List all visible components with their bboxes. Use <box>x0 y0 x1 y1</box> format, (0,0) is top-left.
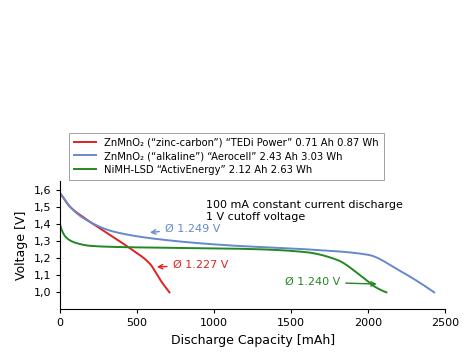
Text: Ø 1.249 V: Ø 1.249 V <box>152 223 220 234</box>
ZnMnO₂ (“alkaline”) “Aerocell” 2.43 Ah 3.03 Wh <box>57 192 63 196</box>
ZnMnO₂ (“zinc-carbon”) “TEDi Power” 0.71 Ah 0.87 Wh <box>167 290 173 295</box>
ZnMnO₂ (“alkaline”) “Aerocell” 2.43 Ah 3.03 Wh <box>284 246 290 251</box>
Text: Ø 1.227 V: Ø 1.227 V <box>158 260 228 270</box>
NiMH-LSD “ActivEnergy” 2.12 Ah 2.63 Wh <box>247 247 253 251</box>
ZnMnO₂ (“zinc-carbon”) “TEDi Power” 0.71 Ah 0.87 Wh <box>57 191 63 195</box>
Text: 100 mA constant current discharge
1 V cutoff voltage: 100 mA constant current discharge 1 V cu… <box>206 200 403 222</box>
ZnMnO₂ (“alkaline”) “Aerocell” 2.43 Ah 3.03 Wh <box>379 258 385 262</box>
ZnMnO₂ (“alkaline”) “Aerocell” 2.43 Ah 3.03 Wh <box>274 245 280 250</box>
NiMH-LSD “ActivEnergy” 2.12 Ah 2.63 Wh <box>305 250 310 254</box>
ZnMnO₂ (“zinc-carbon”) “TEDi Power” 0.71 Ah 0.87 Wh <box>127 246 133 251</box>
ZnMnO₂ (“alkaline”) “Aerocell” 2.43 Ah 3.03 Wh <box>80 216 86 220</box>
NiMH-LSD “ActivEnergy” 2.12 Ah 2.63 Wh <box>255 247 261 252</box>
NiMH-LSD “ActivEnergy” 2.12 Ah 2.63 Wh <box>338 260 344 264</box>
ZnMnO₂ (“zinc-carbon”) “TEDi Power” 0.71 Ah 0.87 Wh <box>124 244 129 248</box>
Line: ZnMnO₂ (“alkaline”) “Aerocell” 2.43 Ah 3.03 Wh: ZnMnO₂ (“alkaline”) “Aerocell” 2.43 Ah 3… <box>60 194 434 292</box>
ZnMnO₂ (“zinc-carbon”) “TEDi Power” 0.71 Ah 0.87 Wh <box>64 201 70 205</box>
Legend: ZnMnO₂ (“zinc-carbon”) “TEDi Power” 0.71 Ah 0.87 Wh, ZnMnO₂ (“alkaline”) “Aeroce: ZnMnO₂ (“zinc-carbon”) “TEDi Power” 0.71… <box>69 132 383 180</box>
ZnMnO₂ (“alkaline”) “Aerocell” 2.43 Ah 3.03 Wh <box>296 247 301 251</box>
Text: Ø 1.240 V: Ø 1.240 V <box>285 277 375 287</box>
NiMH-LSD “ActivEnergy” 2.12 Ah 2.63 Wh <box>77 242 83 246</box>
ZnMnO₂ (“zinc-carbon”) “TEDi Power” 0.71 Ah 0.87 Wh <box>121 242 127 246</box>
ZnMnO₂ (“alkaline”) “Aerocell” 2.43 Ah 3.03 Wh <box>341 250 346 254</box>
NiMH-LSD “ActivEnergy” 2.12 Ah 2.63 Wh <box>383 290 389 295</box>
X-axis label: Discharge Capacity [mAh]: Discharge Capacity [mAh] <box>171 334 335 347</box>
NiMH-LSD “ActivEnergy” 2.12 Ah 2.63 Wh <box>265 248 271 252</box>
Line: ZnMnO₂ (“zinc-carbon”) “TEDi Power” 0.71 Ah 0.87 Wh: ZnMnO₂ (“zinc-carbon”) “TEDi Power” 0.71… <box>60 193 170 292</box>
NiMH-LSD “ActivEnergy” 2.12 Ah 2.63 Wh <box>57 223 63 227</box>
ZnMnO₂ (“zinc-carbon”) “TEDi Power” 0.71 Ah 0.87 Wh <box>140 255 146 260</box>
Y-axis label: Voltage [V]: Voltage [V] <box>15 211 28 280</box>
ZnMnO₂ (“zinc-carbon”) “TEDi Power” 0.71 Ah 0.87 Wh <box>152 268 157 272</box>
Line: NiMH-LSD “ActivEnergy” 2.12 Ah 2.63 Wh: NiMH-LSD “ActivEnergy” 2.12 Ah 2.63 Wh <box>60 225 386 292</box>
ZnMnO₂ (“alkaline”) “Aerocell” 2.43 Ah 3.03 Wh <box>431 290 437 295</box>
